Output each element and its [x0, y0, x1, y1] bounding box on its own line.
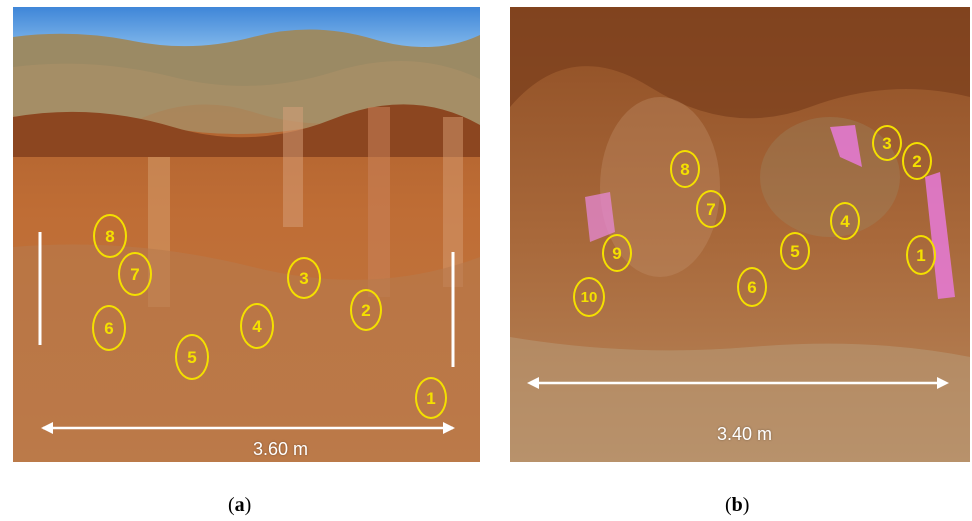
sample-marker: 10 [573, 277, 605, 317]
scale-arrow-right-head [443, 422, 455, 434]
sample-marker: 2 [350, 289, 382, 331]
soil-profile-photo-b [510, 7, 970, 462]
sample-marker: 3 [287, 257, 321, 299]
scale-arrow-left-head [527, 377, 539, 389]
sample-marker: 2 [902, 142, 932, 180]
sample-marker: 4 [240, 303, 274, 349]
caption-a: (a) [228, 494, 252, 516]
soil-profile-photo-a [13, 7, 480, 462]
scale-arrow-right-head [937, 377, 949, 389]
sample-marker: 1 [415, 377, 447, 419]
scale-label: 3.60 m [253, 439, 309, 459]
photo-panel-a: 1 2 3 4 5 6 7 8 3.60 m [13, 7, 480, 462]
scale-arrow-left-head [41, 422, 53, 434]
photo-panel-b: 1 2 3 4 5 6 7 8 9 10 3.40 m [510, 7, 970, 462]
scale-label: 3.40 m [717, 424, 773, 444]
sample-marker: 7 [118, 252, 152, 296]
sample-marker: 9 [602, 234, 632, 272]
sample-marker: 4 [830, 202, 860, 240]
sample-marker: 8 [670, 150, 700, 188]
sample-marker: 7 [696, 190, 726, 228]
caption-b: (b) [725, 494, 750, 516]
sample-marker: 3 [872, 125, 902, 161]
sample-marker: 6 [92, 305, 126, 351]
sample-marker: 1 [906, 235, 936, 275]
sample-marker: 8 [93, 214, 127, 258]
sample-marker: 5 [780, 232, 810, 270]
sample-marker: 6 [737, 267, 767, 307]
sample-marker: 5 [175, 334, 209, 380]
